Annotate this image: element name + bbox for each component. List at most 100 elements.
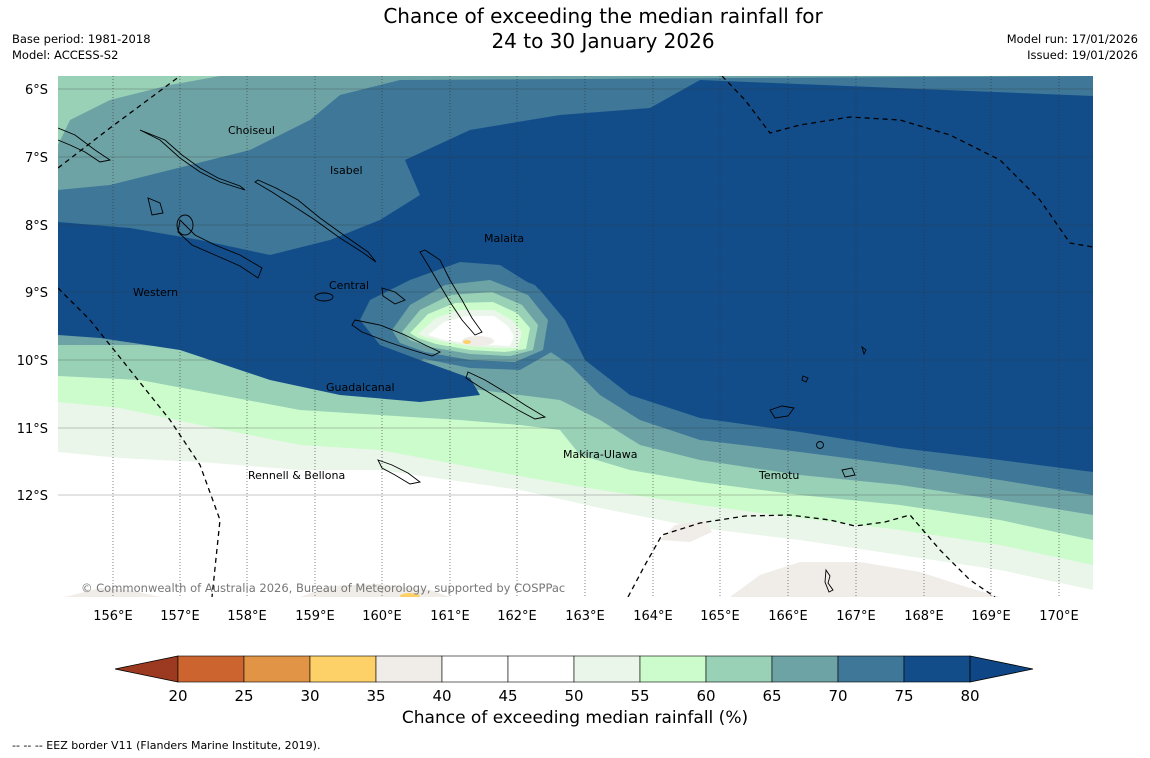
lon-label: 164°E [633, 609, 673, 624]
eez-west [58, 76, 181, 169]
lon-label: 170°E [1039, 609, 1079, 624]
colorbar-segment [309, 655, 377, 683]
province-label: Guadalcanal [326, 381, 395, 394]
lat-label: 7°S [25, 151, 48, 166]
band-over-80 [58, 80, 1093, 472]
base-period: Base period: 1981-2018 [12, 32, 151, 46]
colorbar: 20 25 30 35 40 45 50 55 60 65 70 75 80 [114, 655, 1034, 705]
colorbar-segments [114, 655, 1034, 683]
coast-russell-islands [314, 292, 334, 302]
band-south-40-45-c [65, 588, 160, 597]
issued-date: Issued: 19/01/2026 [1027, 48, 1138, 62]
lon-label: 167°E [836, 609, 876, 624]
lon-label: 157°E [160, 609, 200, 624]
band-pocket-40-45 [462, 336, 494, 346]
province-label: Western [133, 286, 178, 299]
lat-label: 8°S [25, 219, 48, 234]
band-south-40-45-b [660, 520, 712, 542]
forecast-map: Choiseul Isabel Malaita Central Western Guada… [17, 76, 1093, 624]
coast-choiseul [139, 129, 246, 191]
lat-label: 10°S [17, 354, 48, 369]
coast-isabel [254, 179, 377, 263]
colorbar-segment [903, 655, 971, 683]
lon-label: 162°E [497, 609, 537, 624]
band-south-40-45-a [730, 562, 1000, 597]
lon-label: 159°E [295, 609, 335, 624]
colorbar-tick: 30 [300, 687, 319, 705]
colorbar-tick: 80 [960, 687, 979, 705]
eez-south [627, 514, 996, 597]
coast-guadalcanal [351, 319, 442, 357]
longitude-labels: 156°E 157°E 158°E 159°E 160°E 161°E 162°E 163°E… [93, 609, 1079, 624]
lon-label: 169°E [971, 609, 1011, 624]
lon-label: 165°E [700, 609, 740, 624]
lon-label: 163°E [565, 609, 605, 624]
coast-duff-islands [861, 345, 867, 356]
colorbar-tick: 50 [564, 687, 583, 705]
eez-northeast [721, 76, 1093, 248]
coast-santa-cruz [769, 405, 795, 419]
province-label: Temotu [758, 469, 799, 482]
province-label: Makira-Ulawa [563, 448, 637, 461]
graticule [58, 76, 1093, 597]
colorbar-tick: 65 [762, 687, 781, 705]
map-panel: Choiseul Isabel Malaita Central Western Guada… [58, 76, 1093, 597]
meta-right: Model run: 17/01/2026 Issued: 19/01/2026 [1007, 31, 1138, 63]
colorbar-segment [177, 655, 245, 683]
band-south-35-40 [400, 593, 420, 597]
colorbar-segment [771, 655, 839, 683]
coast-vanikoro [841, 467, 856, 478]
colorbar-tick-labels: 20 25 30 35 40 45 50 55 60 65 70 75 80 [168, 687, 979, 705]
colorbar-segment [837, 655, 905, 683]
coast-kolombangara [176, 214, 194, 236]
coast-reef-islands [801, 375, 809, 383]
province-label: Central [329, 279, 369, 292]
lon-label: 156°E [93, 609, 133, 624]
colorbar-tick: 60 [696, 687, 715, 705]
lat-label: 6°S [25, 83, 48, 98]
province-labels: Choiseul Isabel Malaita Central Western Guada… [133, 124, 799, 482]
coast-rennell [377, 459, 422, 485]
province-label: Isabel [330, 164, 363, 177]
province-label: Choiseul [228, 124, 275, 137]
province-label: Malaita [484, 232, 524, 245]
lat-label: 11°S [17, 422, 48, 437]
map-title: Chance of exceeding the median rainfall … [300, 4, 906, 54]
lon-label: 161°E [430, 609, 470, 624]
coast-vanuatu-north [824, 568, 834, 593]
copyright-note: © Commonwealth of Australia 2026, Bureau… [81, 581, 565, 595]
title-line-1: Chance of exceeding the median rainfall … [383, 4, 823, 28]
model-name: Model: ACCESS-S2 [12, 48, 119, 62]
colorbar-tick: 40 [432, 687, 451, 705]
colorbar-tick: 35 [366, 687, 385, 705]
lon-label: 160°E [362, 609, 402, 624]
meta-left: Base period: 1981-2018 Model: ACCESS-S2 [12, 31, 151, 63]
eez-borders [58, 76, 1093, 597]
coastlines [58, 127, 867, 593]
colorbar-label: Chance of exceeding median rainfall (%) [401, 708, 749, 728]
coast-vella-lavella [147, 197, 164, 216]
colorbar-segment [375, 655, 443, 683]
coast-makira [465, 371, 547, 420]
coast-florida-islands [381, 287, 406, 305]
coast-utupua [816, 441, 824, 449]
band-pocket-35-40 [463, 340, 471, 344]
coast-bougainville [58, 127, 112, 163]
colorbar-segment [705, 655, 773, 683]
colorbar-segment [441, 655, 509, 683]
eez-border-note: -- -- -- EEZ border V11 (Flanders Marine… [12, 739, 321, 752]
coast-malaita [419, 249, 483, 336]
colorbar-under-arrow [114, 655, 179, 683]
latitude-labels: 6°S 7°S 8°S 9°S 10°S 11°S 12°S [17, 83, 48, 504]
lon-label: 158°E [227, 609, 267, 624]
colorbar-tick: 70 [828, 687, 847, 705]
lat-label: 9°S [25, 286, 48, 301]
province-label: Rennell & Bellona [248, 469, 345, 482]
lon-label: 166°E [768, 609, 808, 624]
colorbar-tick: 75 [894, 687, 913, 705]
colorbar-tick: 20 [168, 687, 187, 705]
coast-new-georgia [177, 219, 263, 279]
colorbar-segment [507, 655, 575, 683]
eez-southwest [58, 287, 221, 597]
colorbar-tick: 45 [498, 687, 517, 705]
